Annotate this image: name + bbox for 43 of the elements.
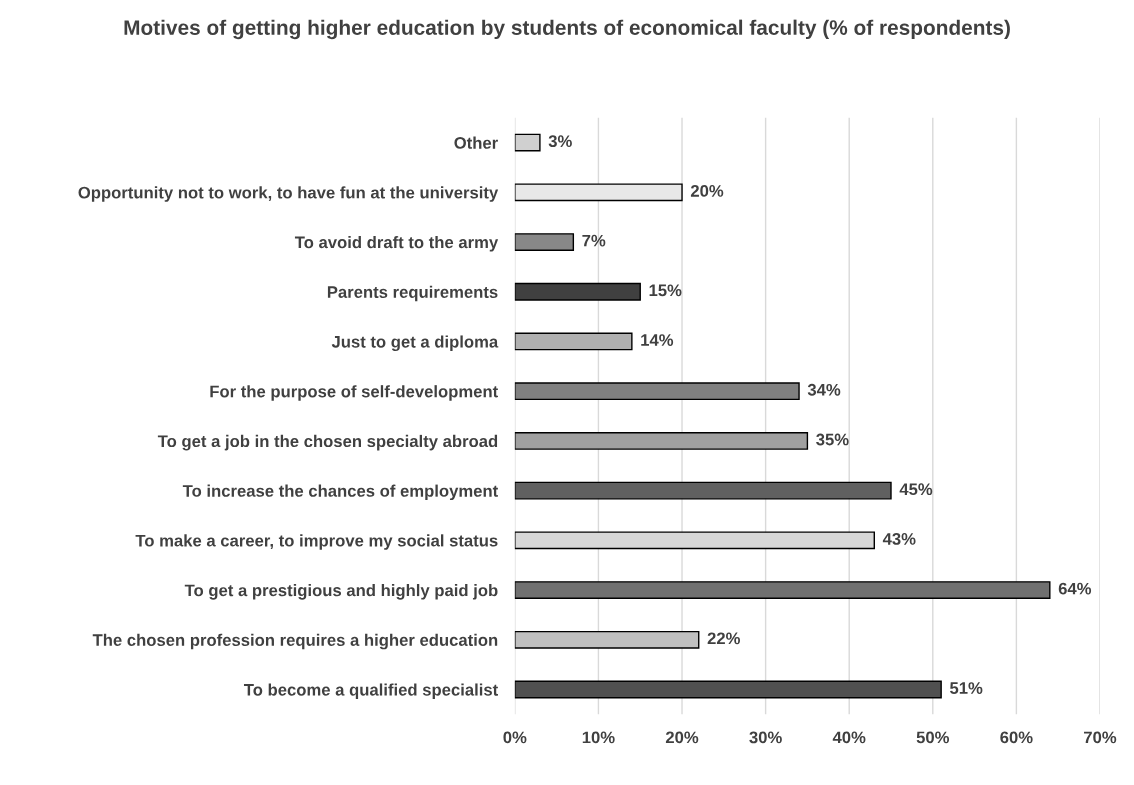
bar: [514, 630, 700, 649]
data-label: 45%: [899, 483, 933, 496]
bar: [514, 282, 641, 301]
y-tick-label: To get a job in the chosen specialty abroad: [157, 434, 498, 451]
data-label: 43%: [882, 533, 916, 545]
y-tick-label: To avoid draft to the army: [294, 236, 499, 252]
chart-title: Motives of getting higher education by students of economical faculty (% of respondents): [124, 19, 1010, 40]
bar: [514, 481, 892, 500]
y-tick-label: The chosen profession requires a higher education: [92, 633, 498, 650]
y-tick-label: For the purpose of self-development: [210, 385, 498, 401]
bar: [514, 680, 942, 699]
bar: [514, 183, 683, 202]
data-label: 14%: [641, 334, 674, 346]
x-tick-label: 70%: [1084, 731, 1117, 744]
x-tick-label: 50%: [916, 731, 950, 744]
x-tick-label: 60%: [1000, 731, 1033, 744]
x-tick-label: 10%: [582, 731, 615, 744]
data-label: 15%: [649, 284, 682, 297]
data-label: 3%: [548, 135, 572, 148]
y-tick-label: Parents requirements: [327, 285, 498, 302]
data-label: 22%: [707, 632, 740, 645]
data-label: 64%: [1058, 582, 1092, 595]
bar: [514, 581, 1051, 599]
x-tick-label: 20%: [665, 731, 699, 744]
data-label: 35%: [816, 433, 849, 446]
data-label: 51%: [950, 682, 983, 694]
y-tick-label: To make a career, to improve my social status: [135, 534, 498, 550]
data-label: 20%: [690, 185, 724, 197]
x-tick-label: 0%: [503, 731, 527, 744]
data-label: 34%: [807, 383, 841, 396]
y-tick-label: To get a prestigious and highly paid job: [184, 584, 498, 600]
y-tick-label: To become a qualified specialist: [243, 683, 498, 699]
y-tick-label: Opportunity not to work, to have fun at the university: [78, 186, 499, 202]
y-tick-label: Other: [454, 136, 498, 149]
bar: [514, 233, 575, 251]
y-tick-label: Just to get a diploma: [331, 335, 499, 352]
bar: [514, 432, 809, 450]
x-tick-label: 40%: [832, 731, 866, 744]
y-tick-label: To increase the chances of employment: [182, 484, 498, 501]
bar: [514, 332, 633, 351]
x-tick-label: 30%: [749, 731, 782, 744]
bar: [514, 382, 800, 401]
data-label: 7%: [582, 234, 606, 247]
